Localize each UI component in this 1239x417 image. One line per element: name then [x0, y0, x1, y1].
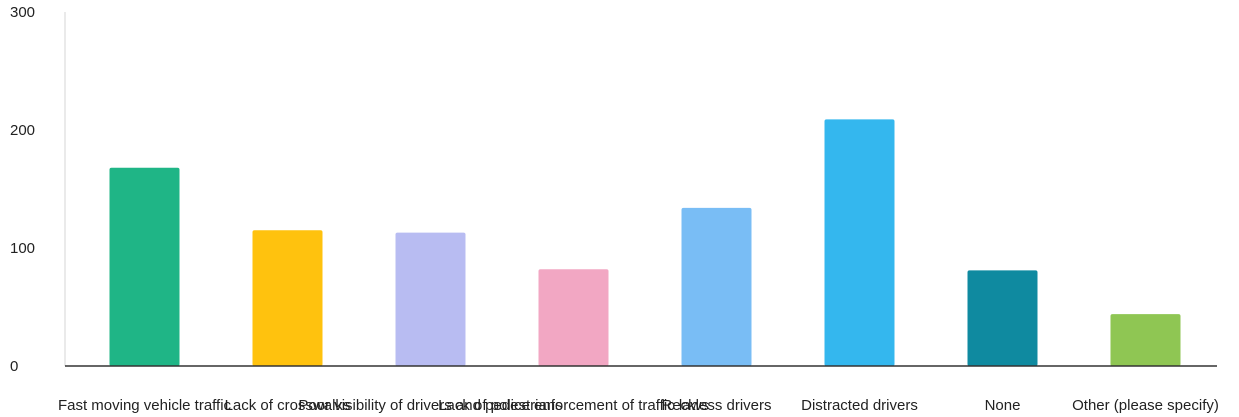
- bars: [109, 119, 1181, 366]
- bar[interactable]: [967, 270, 1038, 366]
- bar[interactable]: [395, 232, 466, 366]
- y-tick-labels: 0 100 200 300: [10, 4, 35, 375]
- x-tick-label: Poor visibility of drivers and pedestria…: [298, 397, 562, 414]
- bar[interactable]: [252, 230, 323, 366]
- x-tick-label: Distracted drivers: [801, 397, 918, 414]
- x-tick-label: Other (please specify): [1072, 397, 1219, 414]
- x-tick-label: Lack of crosswalks: [225, 397, 351, 414]
- bar[interactable]: [1110, 314, 1181, 366]
- x-tick-label: None: [985, 397, 1021, 414]
- bar[interactable]: [109, 167, 180, 366]
- y-tick-label: 200: [10, 122, 35, 139]
- x-tick-label: Fast moving vehicle traffic: [58, 397, 232, 414]
- y-tick-label: 0: [10, 358, 18, 375]
- bar[interactable]: [538, 269, 609, 366]
- y-tick-label: 100: [10, 240, 35, 257]
- bar[interactable]: [681, 207, 752, 366]
- y-tick-label: 300: [10, 4, 35, 21]
- x-tick-label: Reckless drivers: [661, 397, 771, 414]
- x-tick-label: Lack of police enforcement of traffic la…: [438, 397, 709, 414]
- bar[interactable]: [824, 119, 895, 366]
